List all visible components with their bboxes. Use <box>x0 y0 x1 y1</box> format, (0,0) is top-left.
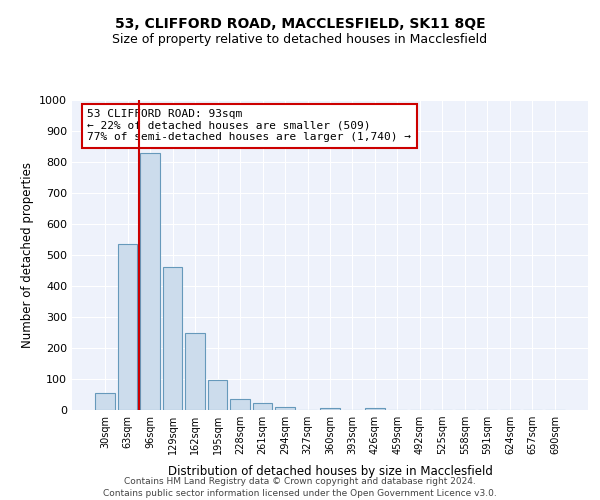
Text: Contains HM Land Registry data © Crown copyright and database right 2024.: Contains HM Land Registry data © Crown c… <box>124 478 476 486</box>
Bar <box>185 334 205 410</box>
Bar <box>208 380 227 410</box>
Bar <box>140 152 160 410</box>
Bar <box>365 408 385 410</box>
Y-axis label: Number of detached properties: Number of detached properties <box>20 162 34 348</box>
Bar <box>118 244 137 410</box>
Text: 53, CLIFFORD ROAD, MACCLESFIELD, SK11 8QE: 53, CLIFFORD ROAD, MACCLESFIELD, SK11 8Q… <box>115 18 485 32</box>
Text: 53 CLIFFORD ROAD: 93sqm
← 22% of detached houses are smaller (509)
77% of semi-d: 53 CLIFFORD ROAD: 93sqm ← 22% of detache… <box>88 110 412 142</box>
Bar <box>275 406 295 410</box>
Bar <box>320 408 340 410</box>
Bar <box>230 398 250 410</box>
Text: Size of property relative to detached houses in Macclesfield: Size of property relative to detached ho… <box>112 32 488 46</box>
X-axis label: Distribution of detached houses by size in Macclesfield: Distribution of detached houses by size … <box>167 466 493 478</box>
Bar <box>163 267 182 410</box>
Bar <box>253 403 272 410</box>
Text: Contains public sector information licensed under the Open Government Licence v3: Contains public sector information licen… <box>103 489 497 498</box>
Bar <box>95 393 115 410</box>
